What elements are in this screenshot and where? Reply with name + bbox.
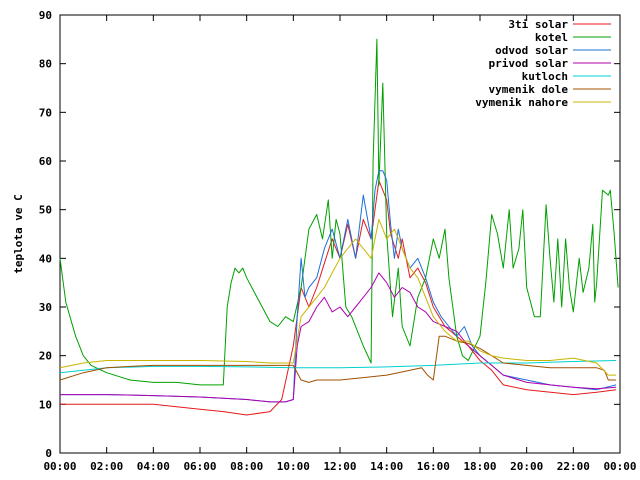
y-tick-label: 50 [39,204,52,217]
series-lines [59,38,619,416]
x-tick-label: 02:00 [90,460,123,473]
legend-label: vymenik dole [489,83,569,96]
y-tick-label: 90 [39,9,52,22]
x-tick-label: 14:00 [370,460,403,473]
legend-label: 3ti solar [508,18,568,31]
x-tick-label: 18:00 [463,460,496,473]
y-tick-label: 40 [39,252,52,265]
y-tick-label: 0 [45,447,52,460]
x-tick-label: 00:00 [43,460,76,473]
y-tick-label: 60 [39,155,52,168]
series-line-vymenik-dole [59,335,617,383]
legend-label: odvod solar [495,44,568,57]
legend-label: privod solar [489,57,569,70]
x-tick-label: 08:00 [230,460,263,473]
x-tick-label: 00:00 [603,460,636,473]
series-line-3ti-solar [60,180,617,416]
series-line-odvod-solar [60,170,617,403]
x-tick-label: 20:00 [510,460,543,473]
x-tick-label: 22:00 [557,460,590,473]
series-line-kotel [59,38,619,386]
x-tick-label: 04:00 [137,460,170,473]
legend-label: vymenik nahore [475,96,568,109]
y-tick-label: 30 [39,301,52,314]
axis-ticks: 0 10 20 30 40 50 60 70 80 90 00:00 02:00 04:00 06:00 0… [39,9,637,473]
legend-label: kotel [535,31,568,44]
series-line-vymenik-nahore [59,218,617,376]
series-line-privod-solar [60,272,617,403]
y-axis-label: teplota ve C [12,194,25,273]
legend-label: kutloch [522,70,568,83]
x-tick-label: 12:00 [323,460,356,473]
y-tick-label: 20 [39,350,52,363]
y-tick-label: 80 [39,58,52,71]
series-line-kutloch [59,360,617,374]
y-tick-label: 10 [39,398,52,411]
x-tick-label: 16:00 [417,460,450,473]
y-tick-label: 70 [39,106,52,119]
x-tick-label: 06:00 [183,460,216,473]
x-tick-label: 10:00 [277,460,310,473]
